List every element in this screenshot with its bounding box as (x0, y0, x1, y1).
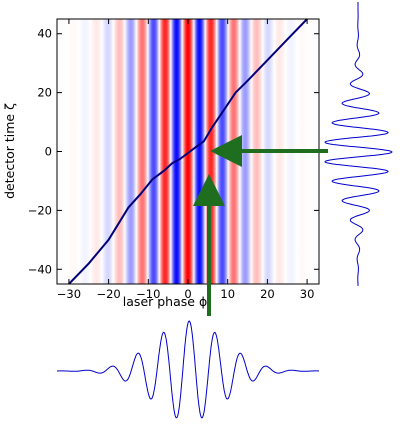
y-axis-label: detector time ζ (2, 103, 17, 199)
x-tick-label: −10 (136, 287, 160, 301)
x-axis-ticks: −30 −20 −10 0 10 20 30 (57, 19, 315, 301)
x-tick-label: 20 (260, 287, 275, 301)
x-tick-label: 10 (220, 287, 235, 301)
right-projection-panel (324, 2, 393, 287)
y-tick-label: 0 (45, 145, 52, 159)
x-axis-label: laser phase ϕ (123, 294, 207, 309)
x-tick-label: 30 (300, 287, 315, 301)
bottom-projection-panel (57, 320, 319, 419)
y-tick-label: −20 (28, 203, 52, 217)
bottom-projection-trace (57, 320, 319, 419)
main-plot: −30 −20 −10 0 10 20 30 −40 −20 0 20 40 laser phase… (2, 18, 320, 309)
x-tick-label: −30 (57, 287, 81, 301)
trajectory-line (68, 19, 308, 284)
annotation-arrows (193, 135, 328, 316)
y-tick-label: 40 (37, 27, 52, 41)
right-projection-trace (324, 2, 393, 287)
x-tick-label: 0 (184, 287, 191, 301)
y-tick-label: −40 (28, 262, 52, 276)
y-tick-label: 20 (37, 86, 52, 100)
x-tick-label: −20 (96, 287, 120, 301)
